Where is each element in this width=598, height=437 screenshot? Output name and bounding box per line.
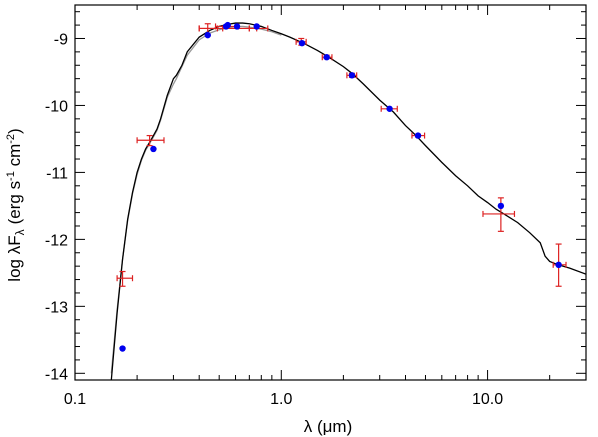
x-tick-label: 0.1 bbox=[64, 391, 86, 408]
y-tick-label: -11 bbox=[46, 165, 68, 182]
model-point bbox=[497, 202, 505, 210]
y-axis-title-subscript: λ bbox=[13, 229, 27, 235]
model-point bbox=[386, 105, 393, 112]
y-axis-title: log λFλ (erg s-1 cm-2) bbox=[5, 128, 27, 281]
model-point bbox=[233, 23, 241, 30]
model-point bbox=[323, 54, 330, 61]
y-tick-label: -9 bbox=[54, 31, 68, 48]
model-point bbox=[348, 72, 356, 79]
x-tick-label: 1.0 bbox=[270, 391, 292, 408]
y-tick-label: -13 bbox=[45, 299, 68, 316]
y-axis-title-exp2: -2 bbox=[5, 134, 17, 144]
series-layer bbox=[110, 22, 586, 380]
y-tick-label: -10 bbox=[45, 98, 68, 115]
model-point bbox=[224, 21, 231, 29]
model-point bbox=[555, 261, 562, 269]
y-tick-label: -14 bbox=[45, 366, 68, 383]
y-tick-label: -12 bbox=[45, 232, 68, 249]
model-curve-alt bbox=[110, 25, 282, 374]
observed-point bbox=[116, 270, 134, 287]
y-axis-title-exp1: -1 bbox=[5, 171, 17, 181]
x-tick-label: 10.0 bbox=[472, 391, 503, 408]
y-axis-title-unit-mid: cm bbox=[5, 144, 24, 171]
points-layer bbox=[116, 21, 567, 352]
x-axis-title: λ (μm) bbox=[304, 417, 353, 436]
y-axis-title-unit-end: ) bbox=[5, 128, 24, 134]
y-axis-title-main: log λF bbox=[5, 235, 24, 281]
model-point bbox=[150, 145, 157, 153]
ticks-layer: 0.1 1.0 10.0 -14 -13 -12 -11 -10 -9 bbox=[45, 5, 586, 408]
model-point bbox=[204, 31, 211, 39]
observed-point bbox=[136, 134, 165, 147]
model-point bbox=[298, 39, 306, 47]
plot-frame bbox=[74, 4, 587, 381]
model-point bbox=[414, 132, 422, 139]
model-curve bbox=[110, 22, 586, 380]
y-axis-title-unit: (erg s bbox=[5, 181, 24, 224]
model-point bbox=[119, 345, 126, 352]
model-point bbox=[253, 23, 260, 30]
